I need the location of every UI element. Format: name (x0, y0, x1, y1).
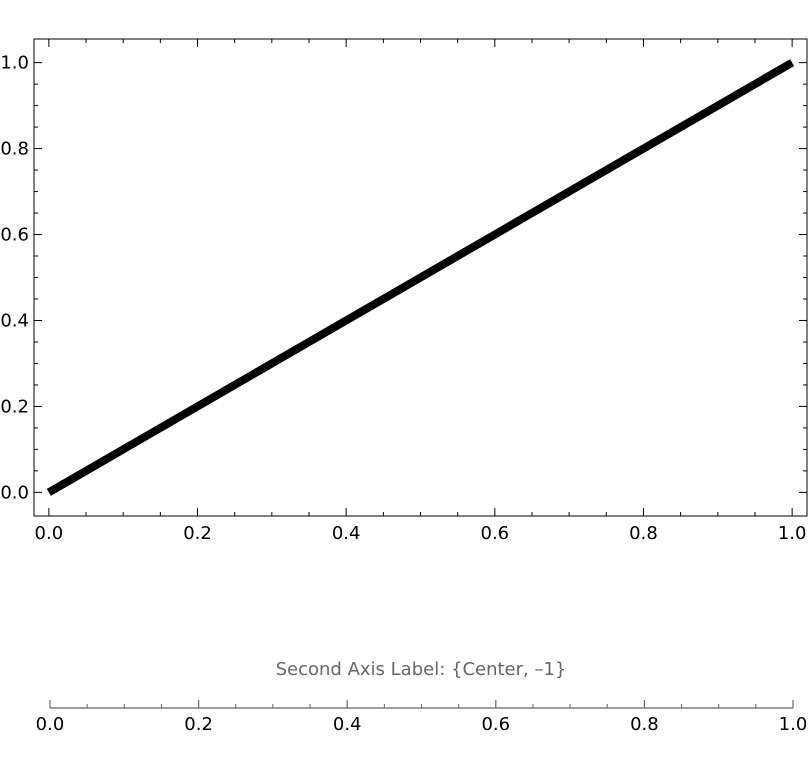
y-tick-label-3: 0.6 (0, 225, 29, 246)
y-tick-label-5: 1.0 (0, 53, 29, 74)
y-tick-label-0: 0.0 (0, 482, 29, 503)
y-tick-label-2: 0.4 (0, 310, 29, 331)
second-axis-tick-label-5: 1.0 (779, 714, 808, 735)
second-axis-tick-label-2: 0.4 (333, 714, 362, 735)
series-line-0 (46, 59, 795, 496)
x-tick-label-0: 0.0 (35, 523, 64, 544)
second-axis: Second Axis Label: {Center, –1} 0.0 0.2 0.… (36, 659, 808, 735)
second-axis-tick-label-0: 0.0 (36, 714, 65, 735)
second-axis-tick-label-4: 0.8 (630, 714, 659, 735)
y-tick-label-1: 0.2 (0, 396, 29, 417)
second-axis-tick-label-3: 0.6 (481, 714, 510, 735)
x-tick-label-3: 0.6 (481, 523, 510, 544)
second-axis-label: Second Axis Label: {Center, –1} (276, 659, 567, 680)
x-tick-label-2: 0.4 (332, 523, 361, 544)
x-tick-label-5: 1.0 (778, 523, 807, 544)
second-axis-ticks: 0.0 0.2 0.4 0.6 0.8 1.0 (36, 700, 808, 735)
y-tick-label-4: 0.8 (0, 139, 29, 160)
y-axis-ticks: 0.0 0.2 0.4 0.6 0.8 1.0 (0, 53, 807, 503)
x-axis-ticks: 0.0 0.2 0.4 0.6 0.8 1.0 (35, 39, 807, 544)
x-tick-label-4: 0.8 (629, 523, 658, 544)
series-group (46, 59, 795, 496)
x-tick-label-1: 0.2 (183, 523, 212, 544)
second-axis-tick-label-1: 0.2 (184, 714, 213, 735)
